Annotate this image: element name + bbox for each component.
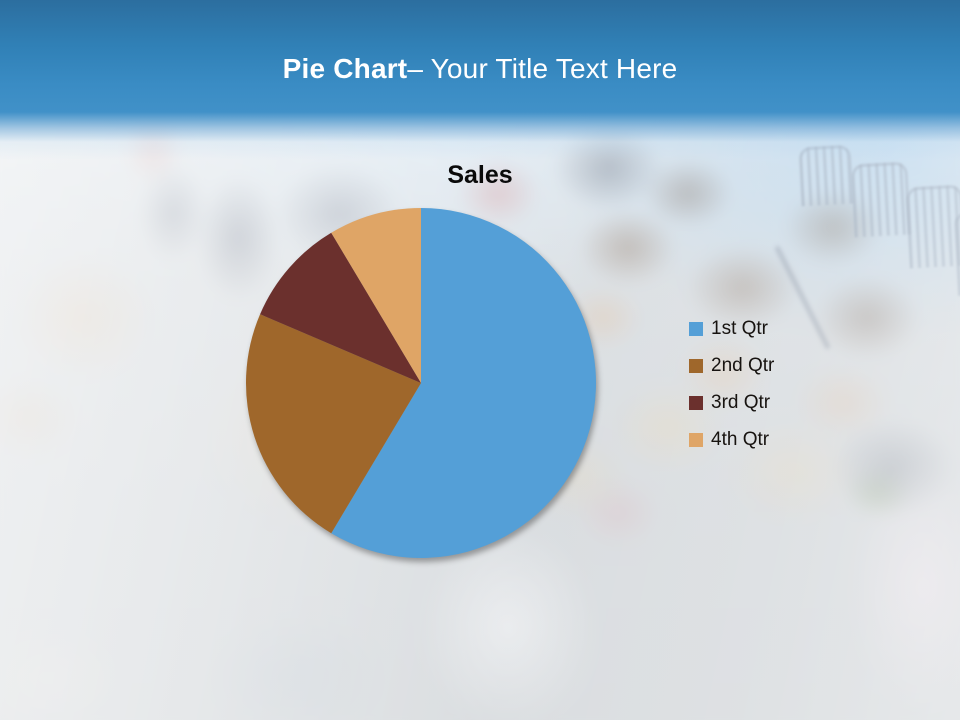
legend-swatch: [689, 321, 703, 336]
slide-title-rest: – Your Title Text Here: [407, 53, 678, 84]
legend-label: 3rd Qtr: [711, 392, 771, 413]
legend-label: 1st Qtr: [711, 318, 769, 339]
legend-item: 4th Qtr: [689, 430, 774, 449]
legend-swatch: [689, 358, 703, 373]
legend-label: 4th Qtr: [711, 429, 770, 450]
pie-slice-4th-qtr: [331, 208, 421, 383]
pie-slice-2nd-qtr: [245, 314, 421, 534]
legend-item: 3rd Qtr: [689, 393, 774, 412]
pie-slice-3rd-qtr: [260, 232, 421, 383]
legend-swatch: [689, 395, 703, 410]
header-band: [0, 0, 960, 165]
legend-item: 1st Qtr: [689, 319, 774, 338]
pie-chart: [245, 208, 596, 558]
pie-slice-1st-qtr: [331, 208, 596, 558]
chart-title: Sales: [447, 161, 513, 189]
pie-slices: [245, 208, 596, 558]
slide-title: Pie Chart– Your Title Text Here: [0, 52, 960, 86]
legend-swatch: [689, 432, 703, 447]
chart-legend: 1st Qtr 2nd Qtr 3rd Qtr 4th Qtr: [689, 319, 774, 467]
slide-title-bold: Pie Chart: [282, 53, 408, 84]
legend-label: 2nd Qtr: [711, 355, 775, 376]
legend-item: 2nd Qtr: [689, 356, 774, 375]
